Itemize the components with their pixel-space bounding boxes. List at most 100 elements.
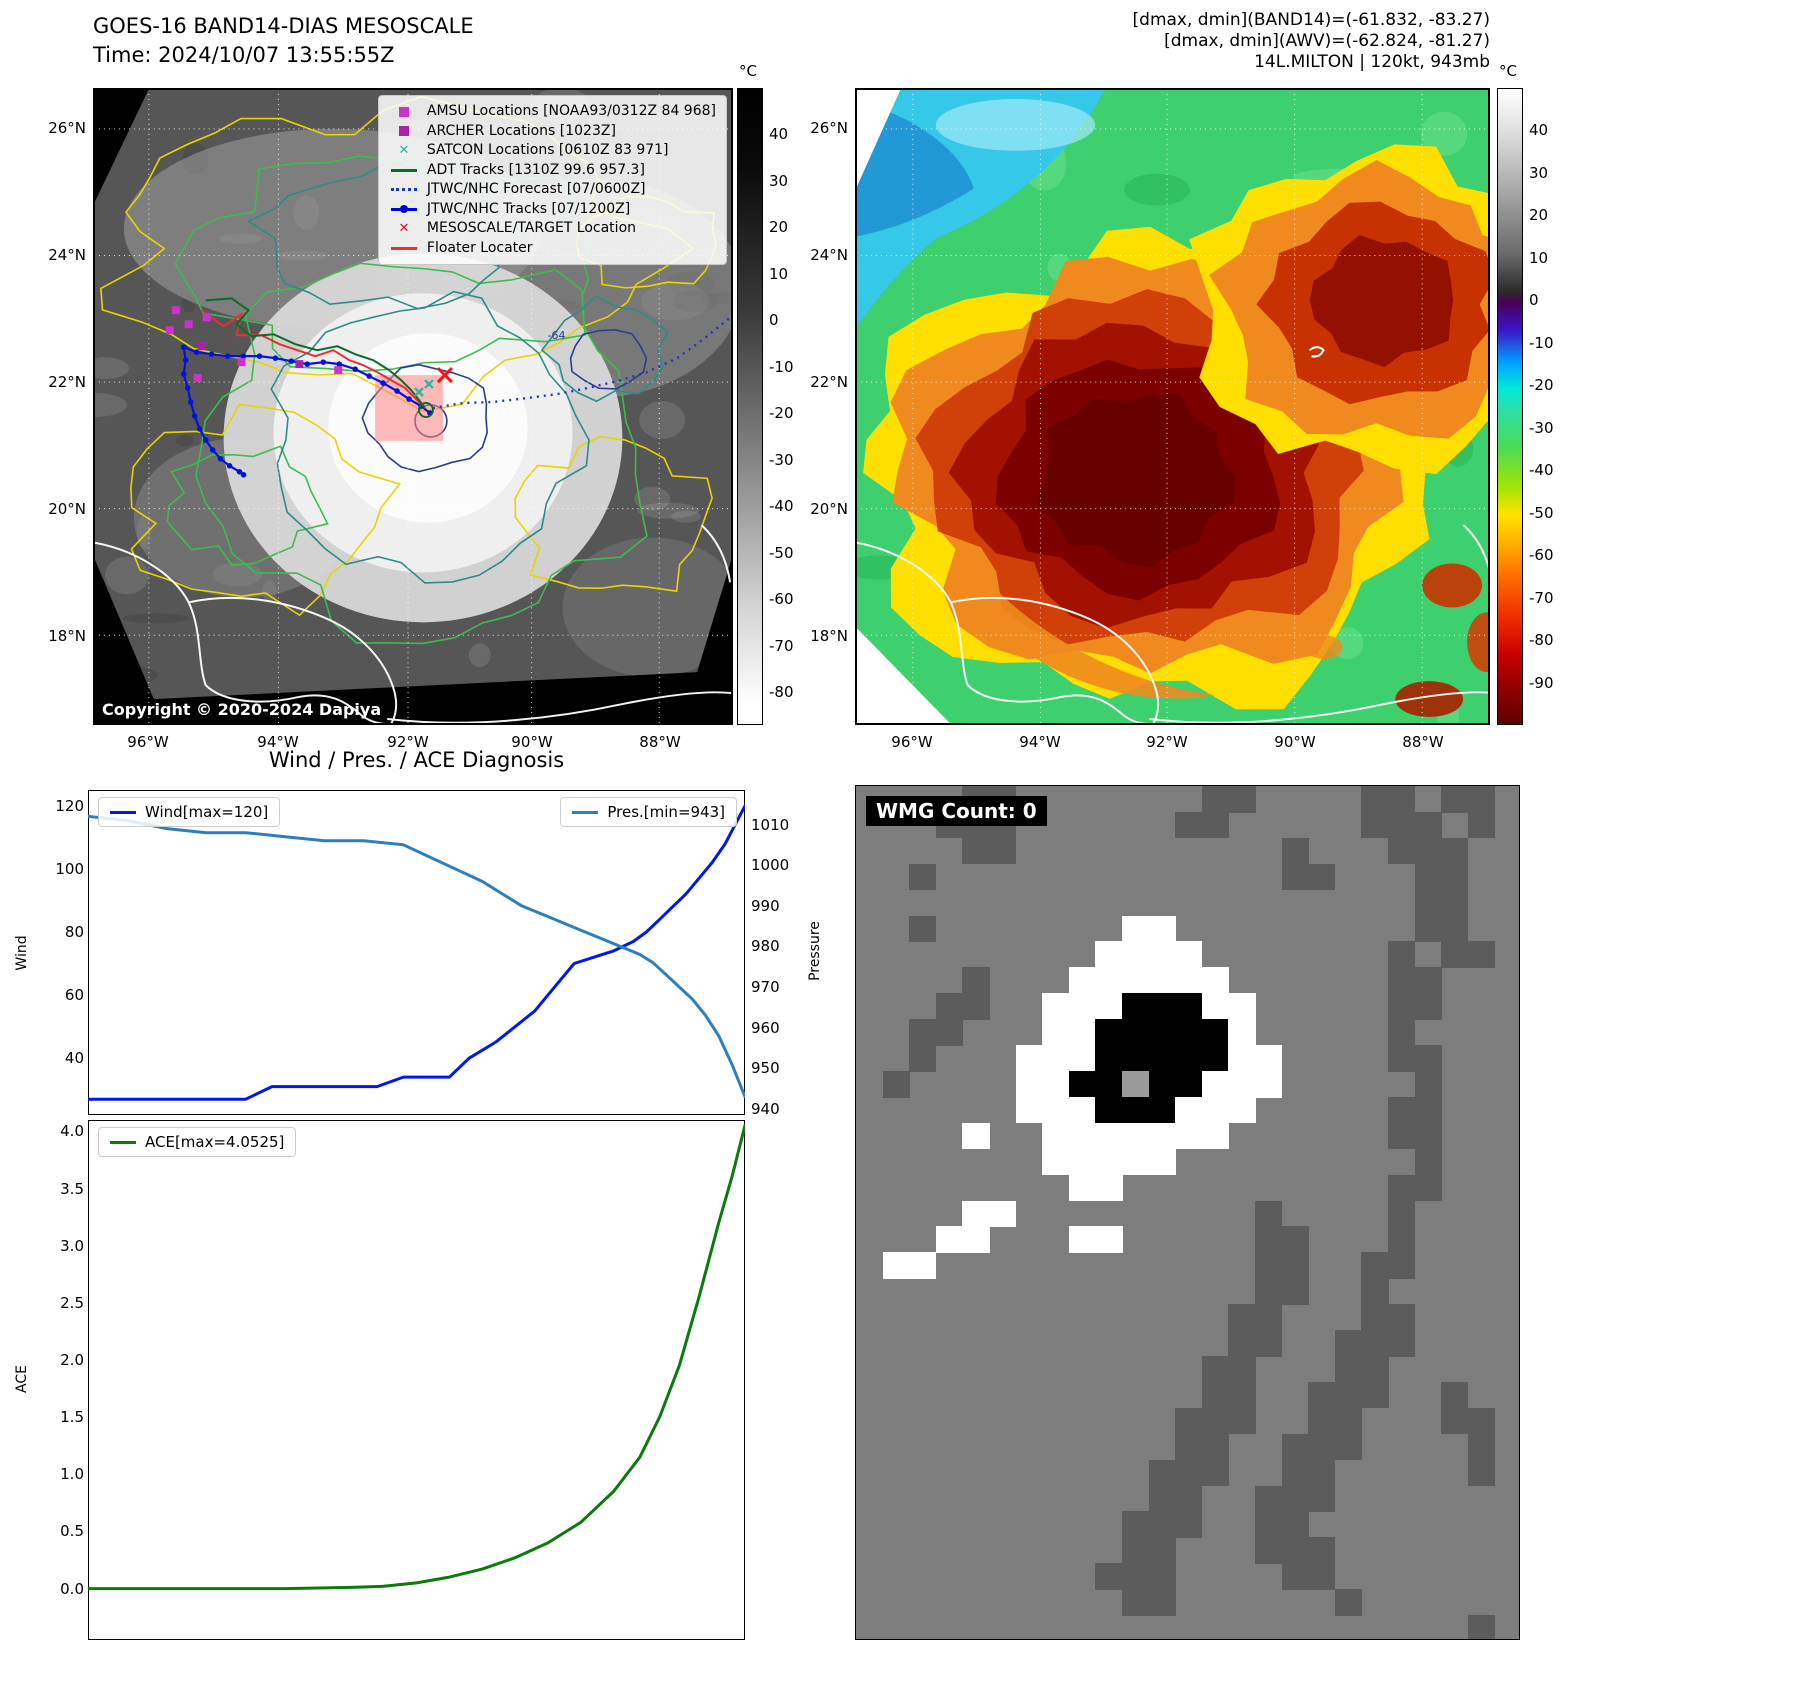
- x-marker-icon: ✕: [398, 143, 410, 159]
- legend-line-swatch: [572, 810, 599, 814]
- map-legend-item: Floater Locater: [389, 239, 716, 259]
- colorbar-tick-label: -20: [769, 404, 794, 423]
- storm-id-intensity: 14L.MILTON | 120kt, 943mb: [1254, 52, 1490, 72]
- awv-color-satellite-map: [855, 88, 1490, 725]
- colorbar-tick-label: 30: [1529, 163, 1549, 182]
- legend-label: Wind[max=120]: [145, 803, 269, 821]
- square-marker-icon: [389, 104, 419, 119]
- line-marker-icon: [389, 241, 419, 256]
- ace-tick-label: 1.0: [60, 1465, 84, 1484]
- awv-map-canvas: [856, 89, 1489, 724]
- lon-tick-label: 88°W: [1402, 733, 1444, 751]
- colorbar-tick-label: -80: [769, 683, 794, 702]
- colorbar-tick-label: 0: [769, 311, 779, 330]
- wind-tick-label: 100: [55, 859, 84, 878]
- lon-tick-label: 92°W: [1146, 733, 1188, 751]
- ace-tick-label: 2.5: [60, 1293, 84, 1312]
- diagnosis-title: Wind / Pres. / ACE Diagnosis: [268, 748, 565, 772]
- pressure-tick-label: 950: [751, 1059, 780, 1078]
- awv-colorbar-unit: °C: [1499, 62, 1517, 80]
- map-legend-item: ✕ SATCON Locations [0610Z 83 971]: [389, 141, 716, 161]
- ace-tick-label: 3.5: [60, 1179, 84, 1198]
- map-legend-item: ✕ MESOSCALE/TARGET Location: [389, 219, 716, 239]
- band14-colorbar: [737, 88, 763, 725]
- map-legend-label: SATCON Locations [0610Z 83 971]: [426, 142, 669, 158]
- dmax-dmin-awv: [dmax, dmin](AWV)=(-62.824, -81.27): [1164, 31, 1490, 51]
- dmax-dmin-band14: [dmax, dmin](BAND14)=(-61.832, -83.27): [1132, 10, 1490, 30]
- pressure-legend: Pres.[min=943]: [560, 797, 737, 827]
- pressure-tick-label: 940: [751, 1099, 780, 1118]
- colorbar-tick-label: -80: [1529, 631, 1554, 650]
- lat-tick-label: 18°N: [810, 627, 848, 645]
- storm-stats-header: [dmax, dmin](BAND14)=(-61.832, -83.27) […: [1133, 10, 1490, 73]
- wind-legend: Wind[max=120]: [98, 797, 281, 827]
- lat-tick-label: 20°N: [810, 500, 848, 518]
- ace-axis-label: ACE: [14, 1365, 30, 1393]
- colorbar-tick-label: -60: [1529, 546, 1554, 565]
- wmg-panel: WMG Count: 0: [855, 785, 1520, 1640]
- wind-tick-label: 120: [55, 796, 84, 815]
- colorbar-tick-label: -90: [1529, 673, 1554, 692]
- wmg-count-badge: WMG Count: 0: [866, 796, 1047, 826]
- lat-tick-label: 18°N: [48, 627, 86, 645]
- lat-tick-label: 24°N: [48, 246, 86, 264]
- x-marker-icon: ✕: [398, 221, 410, 237]
- lon-tick-label: 94°W: [1019, 733, 1061, 751]
- pressure-axis-label: Pressure: [807, 921, 823, 981]
- timestamp: Time: 2024/10/07 13:55:55Z: [93, 43, 395, 67]
- map-legend-label: ARCHER Locations [1023Z]: [426, 122, 616, 139]
- map-legend-label: MESOSCALE/TARGET Location: [426, 220, 637, 236]
- colorbar-tick-label: 10: [1529, 248, 1549, 267]
- wind-axis-label: Wind: [14, 935, 30, 971]
- awv-colorbar: [1497, 88, 1523, 725]
- map-legend-label: ADT Tracks [1310Z 99.6 957.3]: [426, 161, 645, 178]
- lat-tick-label: 22°N: [48, 373, 86, 391]
- colorbar-tick-label: 40: [769, 125, 789, 144]
- square-marker-icon: [389, 124, 419, 139]
- lat-tick-label: 20°N: [48, 500, 86, 518]
- map-legend-label: AMSU Locations [NOAA93/0312Z 84 968]: [426, 103, 716, 119]
- copyright-text: Copyright © 2020-2024 Dapiya: [102, 700, 382, 719]
- colorbar-tick-label: -30: [1529, 418, 1554, 437]
- lat-tick-label: 24°N: [810, 246, 848, 264]
- ace-chart: ACE[max=4.0525]: [88, 1120, 745, 1640]
- colorbar-tick-label: -50: [769, 543, 794, 562]
- ace-tick-label: 2.0: [60, 1351, 84, 1369]
- wind-pressure-plot: [88, 790, 745, 1115]
- wind-tick-label: 60: [64, 986, 84, 1005]
- lon-tick-label: 90°W: [1274, 733, 1316, 751]
- colorbar-tick-label: -40: [1529, 461, 1554, 480]
- wind-pressure-chart: Wind[max=120] Pres.[min=943]: [88, 790, 745, 1115]
- band14-colorbar-unit: °C: [739, 62, 757, 80]
- pressure-tick-label: 1000: [751, 856, 790, 875]
- colorbar-tick-label: -70: [769, 636, 794, 655]
- lat-tick-label: 22°N: [810, 373, 848, 391]
- colorbar-tick-label: -60: [769, 590, 794, 609]
- colorbar-tick-label: 0: [1529, 291, 1539, 310]
- pressure-tick-label: 960: [751, 1018, 780, 1037]
- legend-line-swatch: [110, 1140, 136, 1144]
- map-legend-item: AMSU Locations [NOAA93/0312Z 84 968]: [389, 102, 716, 122]
- legend-label: ACE[max=4.0525]: [145, 1133, 285, 1151]
- wind-tick-label: 80: [64, 922, 84, 941]
- lat-tick-label: 26°N: [810, 119, 848, 137]
- colorbar-tick-label: 20: [769, 218, 789, 237]
- colorbar-tick-label: -30: [769, 450, 794, 469]
- lon-tick-label: 96°W: [891, 733, 933, 751]
- legend-label: Pres.[min=943]: [607, 803, 725, 821]
- ace-plot: [88, 1120, 745, 1640]
- colorbar-tick-label: -40: [769, 497, 794, 516]
- dotted-marker-icon: [389, 182, 419, 197]
- map-legend-item: JTWC/NHC Tracks [07/1200Z]: [389, 200, 716, 220]
- lat-tick-label: 26°N: [48, 119, 86, 137]
- wind-tick-label: 40: [64, 1049, 84, 1068]
- map-legend: AMSU Locations [NOAA93/0312Z 84 968] ARCH…: [377, 95, 727, 265]
- colorbar-tick-label: -20: [1529, 376, 1554, 395]
- map-legend-item: ARCHER Locations [1023Z]: [389, 122, 716, 142]
- ace-tick-label: 1.5: [60, 1408, 84, 1427]
- ace-tick-label: 4.0: [60, 1122, 84, 1141]
- ace-tick-label: 0.0: [60, 1579, 84, 1598]
- ace-tick-label: 0.5: [60, 1522, 84, 1541]
- page-title: GOES-16 BAND14-DIAS MESOSCALE: [93, 14, 474, 38]
- colorbar-tick-label: -10: [1529, 333, 1554, 352]
